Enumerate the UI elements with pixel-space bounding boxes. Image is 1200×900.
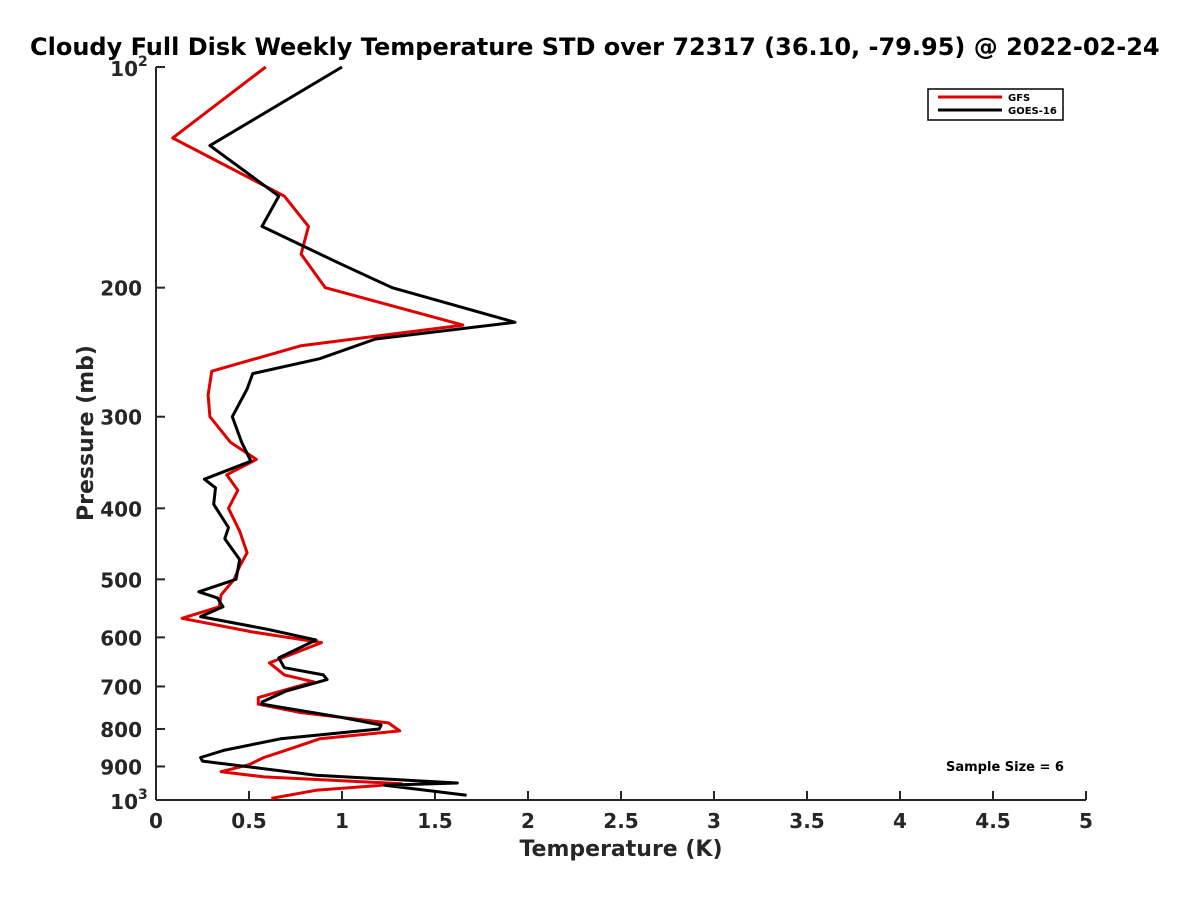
- y-tick-label: 900: [100, 755, 142, 779]
- x-axis-label: Temperature (K): [519, 837, 722, 862]
- y-tick-label: 700: [100, 675, 142, 699]
- y-tick-label: 300: [100, 406, 142, 430]
- x-tick-label: 0: [149, 809, 163, 833]
- legend: GFS GOES-16: [927, 88, 1064, 121]
- y-tick-label: 200: [100, 277, 142, 301]
- y-tick-exponent: 2: [138, 54, 148, 70]
- y-tick-label: 800: [100, 718, 142, 742]
- x-tick-label: 2: [521, 809, 535, 833]
- legend-box: [927, 88, 1064, 121]
- x-tick-label: 2.5: [603, 809, 638, 833]
- x-tick-label: 3.5: [789, 809, 824, 833]
- chart-title: Cloudy Full Disk Weekly Temperature STD …: [30, 33, 1160, 61]
- y-tick-label: 500: [100, 568, 142, 592]
- legend-label-goes16: GOES-16: [1008, 106, 1057, 117]
- x-tick-label: 1: [335, 809, 349, 833]
- x-tick-label: 0.5: [231, 809, 266, 833]
- x-tick-label: 5: [1079, 809, 1093, 833]
- y-tick-exponent: 3: [138, 787, 148, 803]
- y-tick-label: 400: [100, 497, 142, 521]
- y-axis-label: Pressure (mb): [74, 345, 99, 521]
- legend-label-gfs: GFS: [1008, 93, 1030, 104]
- series-line-goes16: [197, 65, 517, 797]
- x-axis-ticks: 0 0.5 1 1.5 2 2.5 3 3.5 4 4.5 5: [149, 791, 1093, 833]
- series-line-gfs: [171, 65, 465, 800]
- x-tick-label: 4.5: [975, 809, 1010, 833]
- x-tick-label: 1.5: [417, 809, 452, 833]
- sample-size-annotation: Sample Size = 6: [946, 760, 1064, 775]
- series-layer: [171, 65, 517, 800]
- x-tick-label: 3: [707, 809, 721, 833]
- y-tick-label: 600: [100, 626, 142, 650]
- plot-area: [155, 67, 1086, 801]
- y-tick-label: 10: [110, 57, 138, 81]
- y-tick-label: 10: [110, 790, 138, 814]
- x-tick-label: 4: [893, 809, 907, 833]
